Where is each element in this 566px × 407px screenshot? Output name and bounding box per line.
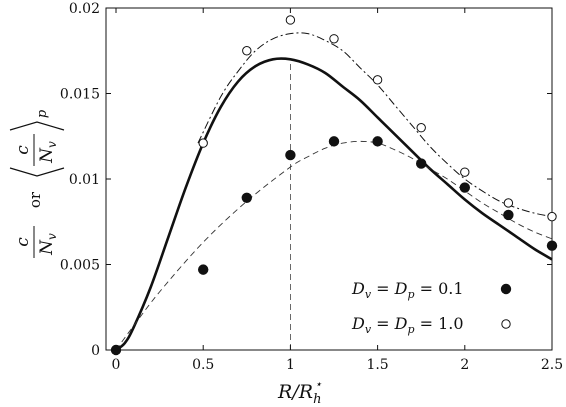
legend: Dv = Dp = 0.1 Dv = Dp = 1.0 (351, 279, 512, 336)
svg-text:or: or (26, 191, 44, 208)
data-point-open (242, 46, 252, 56)
y-tick-label: 0.01 (69, 172, 100, 188)
data-point-filled (328, 136, 340, 147)
plot-frame (105, 7, 553, 351)
y-tick-label: 0.015 (60, 87, 100, 103)
data-point-open (285, 15, 296, 25)
curve-dashed-thin (115, 140, 553, 351)
legend-marker-filled (500, 283, 512, 295)
data-point-open (416, 123, 426, 133)
svg-text:c: c (13, 237, 33, 247)
data-point-open (372, 75, 383, 85)
data-point-filled (198, 264, 209, 275)
data-point-open (503, 198, 514, 208)
ticks-layer: 0 0.5 1 1.5 2 2.5 0 0.005 0.01 0.015 0.02 (60, 1, 563, 373)
data-point-open (329, 34, 339, 44)
y-tick-label: 0.005 (60, 258, 100, 274)
x-axis-label: R/Rh⋆ (277, 377, 322, 407)
y-tick-label: 0.02 (69, 1, 100, 17)
legend-label-dv10: Dv = Dp = 1.0 (351, 314, 464, 336)
legend-marker-open (501, 319, 511, 329)
points-layer (110, 15, 558, 356)
data-point-filled (372, 136, 383, 147)
data-point-filled (241, 192, 252, 204)
data-point-open (460, 167, 470, 177)
data-point-filled (546, 240, 558, 251)
x-tick-label: 0.5 (192, 357, 214, 373)
svg-text:p: p (35, 109, 50, 118)
x-tick-label: 1.5 (366, 357, 388, 373)
data-point-filled (503, 209, 514, 221)
x-tick-label: 2 (460, 357, 469, 373)
svg-text:c: c (13, 145, 33, 155)
x-tick-label: 2.5 (541, 357, 563, 373)
data-point-filled (285, 149, 296, 161)
curve-dash-dot (197, 32, 553, 218)
y-axis-label: c Nv or c Nv p (9, 109, 65, 258)
curve-solid-thick (115, 57, 553, 352)
data-point-filled (459, 182, 470, 193)
legend-label-dv01: Dv = Dp = 0.1 (351, 279, 464, 301)
data-point-filled (416, 158, 427, 169)
svg-text:Nv: Nv (37, 233, 59, 256)
data-point-open (547, 211, 557, 222)
x-tick-label: 0 (112, 357, 121, 373)
x-tick-label: 1 (286, 357, 295, 373)
svg-text:Nv: Nv (37, 141, 59, 164)
curves-layer (115, 32, 553, 352)
y-tick-label: 0 (91, 343, 100, 359)
data-point-open (198, 138, 208, 148)
